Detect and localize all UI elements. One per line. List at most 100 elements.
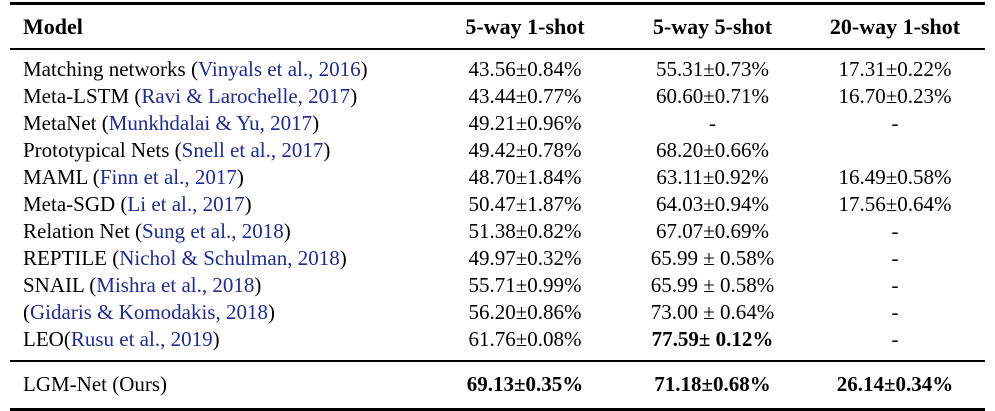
value-5way-5shot: 55.31±0.73% — [655, 57, 770, 81]
value-5way-1shot: 61.76±0.08% — [468, 327, 582, 351]
model-cell: LGM-Net (Ours) — [10, 360, 430, 410]
citation-link[interactable]: Rusu et al., 2019 — [70, 327, 213, 351]
value-5way-5shot: 65.99 ± 0.58% — [650, 246, 775, 270]
model-name: Meta-SGD ( — [23, 192, 128, 216]
table-row-meta-lstm: Meta-LSTM (Ravi & Larochelle, 2017) 43.4… — [10, 83, 985, 110]
value-5way-5shot: 71.18±0.68% — [620, 360, 805, 410]
value-20way-1shot: - — [891, 327, 899, 351]
value-5way-5shot: 73.00 ± 0.64% — [650, 300, 775, 324]
table-row-snail: SNAIL (Mishra et al., 2018) 55.71±0.99% … — [10, 272, 985, 299]
table-header-row: Model 5-way 1-shot 5-way 5-shot 20-way 1… — [10, 3, 985, 50]
model-name: Matching networks ( — [23, 57, 198, 81]
model-name: LEO( — [23, 327, 71, 351]
value-20way-1shot: - — [891, 246, 899, 270]
value-5way-5shot: 63.11±0.92% — [656, 165, 769, 189]
value-5way-5shot: - — [709, 111, 716, 135]
value-5way-1shot: 49.42±0.78% — [468, 138, 582, 162]
value-20way-1shot: 16.70±0.23% — [838, 84, 952, 108]
value-20way-1shot — [805, 137, 985, 164]
table-row-prototypical-nets: Prototypical Nets (Snell et al., 2017) 4… — [10, 137, 985, 164]
model-name-suffix: ) — [283, 219, 291, 243]
table-row-lgm-net-ours: LGM-Net (Ours) 69.13±0.35% 71.18±0.68% 2… — [10, 360, 985, 410]
citation-link[interactable]: Finn et al., 2017 — [99, 165, 237, 189]
table-row-metanet: MetaNet (Munkhdalai & Yu, 2017) 49.21±0.… — [10, 110, 985, 137]
table-row-meta-sgd: Meta-SGD (Li et al., 2017) 50.47±1.87% 6… — [10, 191, 985, 218]
model-name-suffix: ) — [360, 57, 368, 81]
value-5way-5shot: 64.03±0.94% — [655, 192, 770, 216]
model-name-suffix: ) — [312, 111, 320, 135]
citation-link[interactable]: Gidaris & Komodakis, 2018 — [30, 300, 268, 324]
citation-link[interactable]: Snell et al., 2017 — [181, 138, 324, 162]
table-row-maml: MAML (Finn et al., 2017) 48.70±1.84% 63.… — [10, 164, 985, 191]
value-5way-1shot: 43.44±0.77% — [468, 84, 582, 108]
table-row-reptile: REPTILE (Nichol & Schulman, 2018) 49.97±… — [10, 245, 985, 272]
table-row-matching-networks: Matching networks (Vinyals et al., 2016)… — [10, 49, 985, 83]
value-5way-5shot: 67.07±0.69% — [655, 219, 770, 243]
model-name: Relation Net ( — [23, 219, 142, 243]
value-20way-1shot: 17.31±0.22% — [838, 57, 952, 81]
model-name: Prototypical Nets ( — [23, 138, 182, 162]
column-header-5way-5shot: 5-way 5-shot — [620, 3, 805, 50]
column-header-model: Model — [10, 3, 430, 50]
model-cell: Matching networks (Vinyals et al., 2016) — [10, 49, 430, 83]
value-5way-1shot: 51.38±0.82% — [468, 219, 582, 243]
model-cell: LEO(Rusu et al., 2019) — [10, 326, 430, 361]
model-cell: (Gidaris & Komodakis, 2018) — [10, 299, 430, 326]
model-cell: MetaNet (Munkhdalai & Yu, 2017) — [10, 110, 430, 137]
model-cell: Prototypical Nets (Snell et al., 2017) — [10, 137, 430, 164]
column-header-5way-1shot: 5-way 1-shot — [430, 3, 620, 50]
value-5way-1shot: 48.70±1.84% — [468, 165, 582, 189]
table-footer: LGM-Net (Ours) 69.13±0.35% 71.18±0.68% 2… — [10, 360, 985, 410]
value-5way-1shot: 43.56±0.84% — [468, 57, 582, 81]
model-cell: Relation Net (Sung et al., 2018) — [10, 218, 430, 245]
value-20way-1shot: - — [891, 273, 899, 297]
model-name-suffix: ) — [267, 300, 275, 324]
table-row-gidaris-komodakis: (Gidaris & Komodakis, 2018) 56.20±0.86% … — [10, 299, 985, 326]
value-20way-1shot: 17.56±0.64% — [838, 192, 952, 216]
model-name: MAML ( — [23, 165, 100, 189]
citation-link[interactable]: Sung et al., 2018 — [141, 219, 284, 243]
table-header: Model 5-way 1-shot 5-way 5-shot 20-way 1… — [10, 3, 985, 50]
model-name-suffix: ) — [212, 327, 220, 351]
table-row-leo: LEO(Rusu et al., 2019) 61.76±0.08% 77.59… — [10, 326, 985, 361]
value-5way-1shot: 56.20±0.86% — [468, 300, 582, 324]
value-5way-5shot: 60.60±0.71% — [655, 84, 770, 108]
citation-link[interactable]: Nichol & Schulman, 2018 — [119, 246, 340, 270]
model-cell: REPTILE (Nichol & Schulman, 2018) — [10, 245, 430, 272]
model-name: MetaNet ( — [23, 111, 109, 135]
citation-link[interactable]: Ravi & Larochelle, 2017 — [141, 84, 351, 108]
model-cell: SNAIL (Mishra et al., 2018) — [10, 272, 430, 299]
value-5way-5shot: 77.59± 0.12% — [651, 327, 774, 351]
table-row-relation-net: Relation Net (Sung et al., 2018) 51.38±0… — [10, 218, 985, 245]
value-20way-1shot: - — [891, 300, 899, 324]
value-20way-1shot: 16.49±0.58% — [838, 165, 952, 189]
column-header-20way-1shot: 20-way 1-shot — [805, 3, 985, 50]
value-5way-5shot: 65.99 ± 0.58% — [650, 273, 775, 297]
model-name-suffix: ) — [350, 84, 358, 108]
model-name-suffix: ) — [339, 246, 347, 270]
value-5way-1shot: 49.21±0.96% — [468, 111, 582, 135]
value-20way-1shot: - — [891, 219, 899, 243]
model-name: SNAIL ( — [23, 273, 97, 297]
model-name-suffix: ) — [254, 273, 262, 297]
value-5way-1shot: 69.13±0.35% — [430, 360, 620, 410]
model-name-suffix: ) — [323, 138, 331, 162]
model-cell: MAML (Finn et al., 2017) — [10, 164, 430, 191]
value-5way-1shot: 49.97±0.32% — [468, 246, 582, 270]
model-name: ( — [23, 300, 30, 324]
citation-link[interactable]: Li et al., 2017 — [127, 192, 245, 216]
results-table: Model 5-way 1-shot 5-way 5-shot 20-way 1… — [10, 2, 985, 411]
model-name: Meta-LSTM ( — [23, 84, 142, 108]
value-20way-1shot: 26.14±0.34% — [805, 360, 985, 410]
value-5way-1shot: 50.47±1.87% — [468, 192, 582, 216]
citation-link[interactable]: Munkhdalai & Yu, 2017 — [108, 111, 313, 135]
value-20way-1shot: - — [891, 111, 899, 135]
model-name-suffix: ) — [236, 165, 244, 189]
table-body: Matching networks (Vinyals et al., 2016)… — [10, 49, 985, 361]
citation-link[interactable]: Mishra et al., 2018 — [96, 273, 255, 297]
value-5way-1shot: 55.71±0.99% — [468, 273, 582, 297]
citation-link[interactable]: Vinyals et al., 2016 — [197, 57, 361, 81]
model-name-suffix: ) — [244, 192, 252, 216]
model-cell: Meta-LSTM (Ravi & Larochelle, 2017) — [10, 83, 430, 110]
model-name: REPTILE ( — [23, 246, 120, 270]
